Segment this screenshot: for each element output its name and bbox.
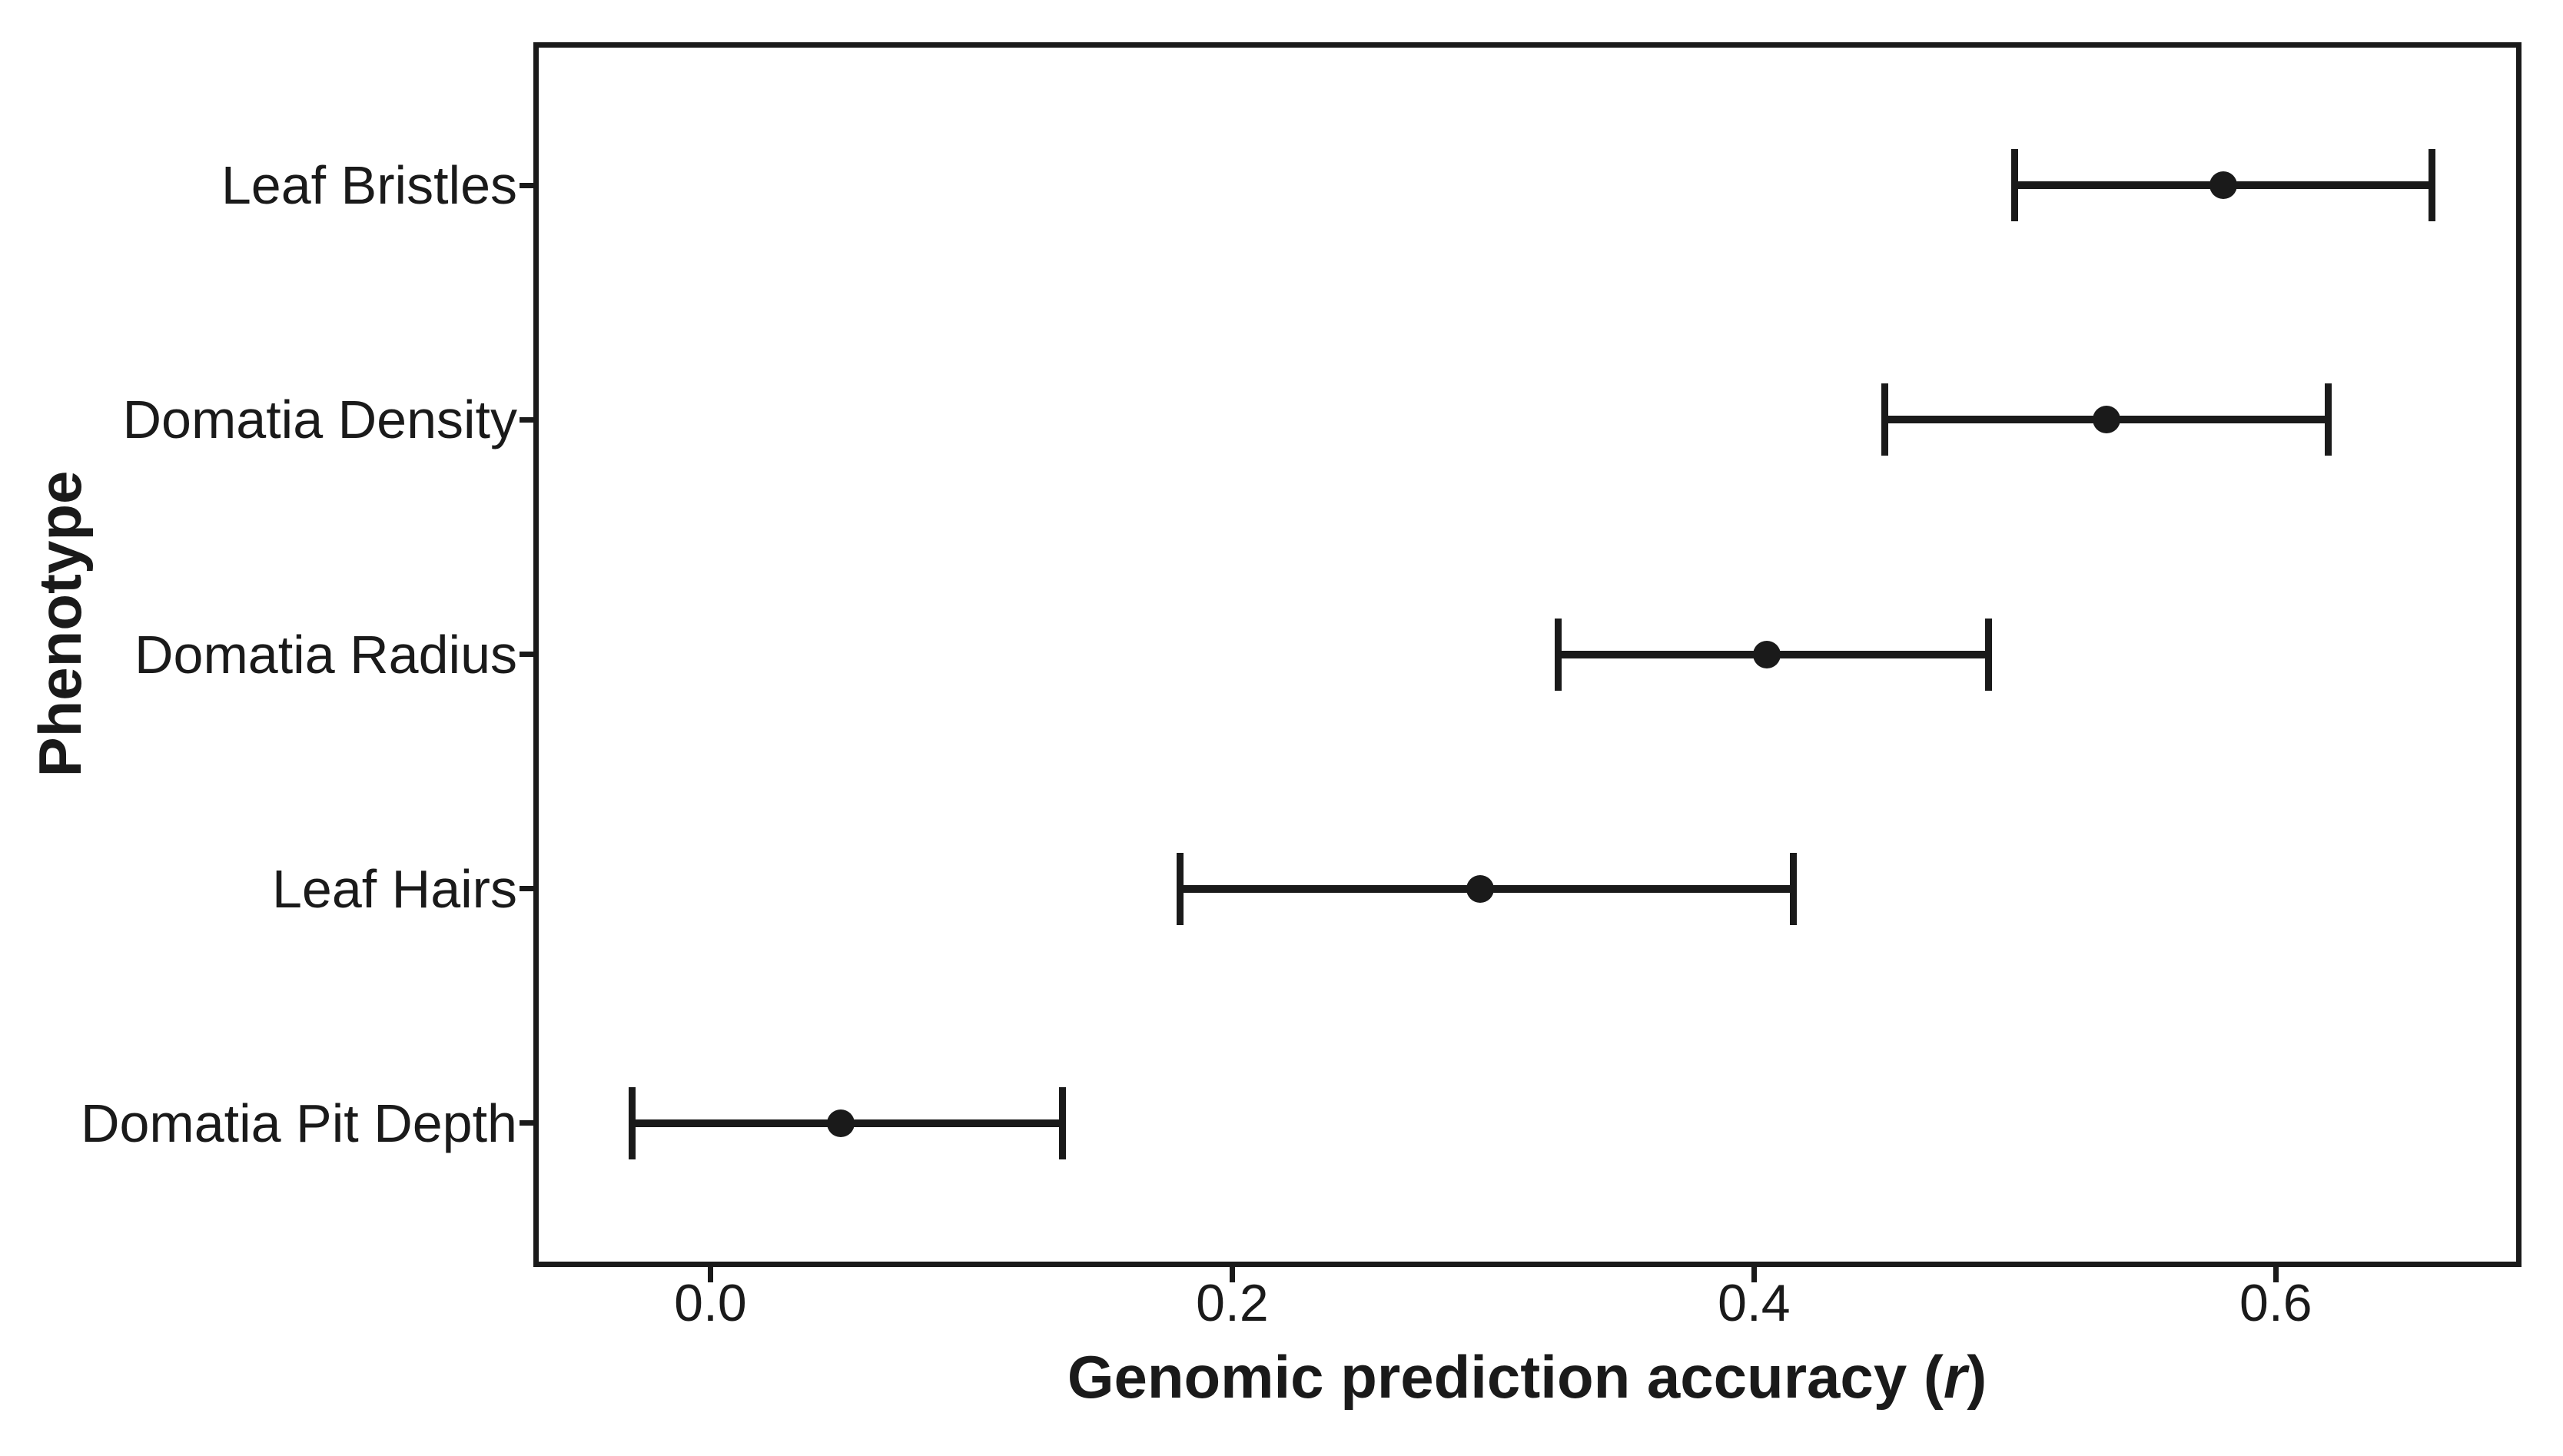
y-category-label: Domatia Density (122, 390, 517, 450)
error-bar-cap-right (1985, 618, 1993, 691)
plot-panel-border (533, 41, 2522, 1267)
y-category-label: Domatia Pit Depth (80, 1093, 517, 1153)
y-category-label: Leaf Bristles (221, 155, 517, 216)
y-axis-title: Phenotype (26, 470, 94, 778)
x-axis-tick (2273, 1266, 2279, 1282)
y-axis-tick (520, 886, 536, 892)
error-bar-cap-right (2324, 383, 2332, 456)
x-axis-tick-label: 0.4 (1718, 1274, 1791, 1332)
error-bar-cap-right (2429, 149, 2436, 222)
y-axis-tick (520, 1120, 536, 1126)
error-bar-cap-left (2011, 149, 2019, 222)
x-axis-tick (707, 1266, 713, 1282)
x-axis-title: Genomic prediction accuracy (r) (759, 1343, 2296, 1411)
x-axis-tick-label: 0.2 (1196, 1274, 1269, 1332)
data-point (2209, 171, 2238, 200)
x-axis-title-close-paren: ) (1967, 1343, 1987, 1411)
x-axis-tick-label: 0.6 (2239, 1274, 2312, 1332)
x-axis-title-italic-r: r (1943, 1343, 1967, 1411)
error-bar-cap-left (1177, 852, 1184, 925)
y-axis-tick (520, 182, 536, 188)
error-bar-cap-left (629, 1086, 636, 1159)
x-axis-title-text: Genomic prediction accuracy ( (1067, 1343, 1944, 1411)
error-bar-cap-right (1789, 852, 1797, 925)
y-axis-tick (520, 416, 536, 423)
error-bar-cap-left (1555, 618, 1562, 691)
x-axis-tick (1751, 1266, 1757, 1282)
y-category-label: Domatia Radius (134, 624, 517, 685)
error-bar-cap-left (1881, 383, 1888, 456)
error-bar-cap-right (1059, 1086, 1067, 1159)
data-point (1466, 874, 1494, 903)
y-category-label: Leaf Hairs (271, 858, 517, 919)
x-axis-tick-label: 0.0 (674, 1274, 747, 1332)
data-point (1753, 640, 1781, 668)
data-point (2092, 406, 2120, 434)
x-axis-tick (1229, 1266, 1235, 1282)
data-point (827, 1109, 855, 1137)
y-axis-tick (520, 652, 536, 657)
